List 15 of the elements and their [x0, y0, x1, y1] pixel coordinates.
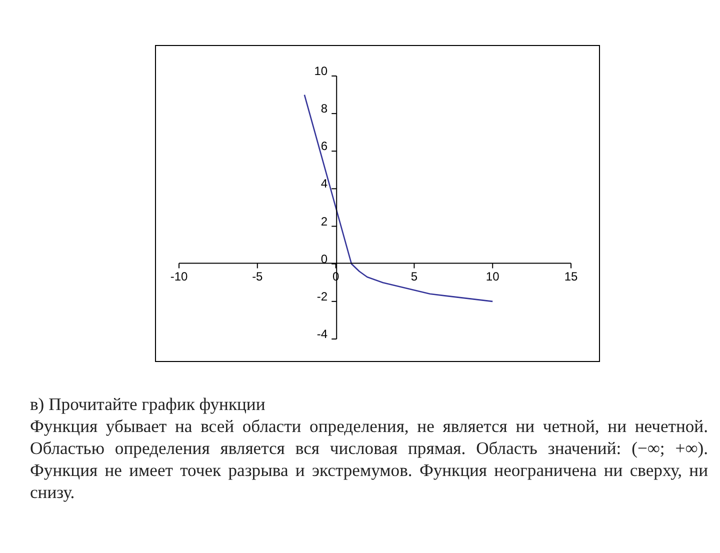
- text: Функция убывает на всей области определения, не является ни четной, ни нечетной. Областью определения является вся числовая прямая. Область значений: (−∞; +∞). Функция не имеет точек разрыва и экстремумов. Функция неограничена ни сверху, ни снизу.: [30, 415, 708, 503]
- x-tick-label: -5: [252, 269, 264, 284]
- y-tick-label: -2: [316, 289, 328, 304]
- y-tick-label: -4: [316, 327, 328, 341]
- y-tick-label: 6: [320, 139, 328, 154]
- y-tick-label: 10: [314, 64, 328, 78]
- x-tick-label: 10: [486, 269, 500, 284]
- text: в) Прочитайте график функции: [30, 393, 266, 415]
- y-tick-label: 8: [320, 102, 328, 116]
- y-tick-label: 0: [320, 252, 328, 266]
- x-tick-label: 15: [564, 269, 578, 284]
- y-tick-label: 4: [320, 176, 328, 191]
- x-tick-label: 5: [410, 269, 418, 284]
- y-tick-label: 2: [320, 214, 328, 228]
- x-tick-label: -10: [170, 269, 188, 284]
